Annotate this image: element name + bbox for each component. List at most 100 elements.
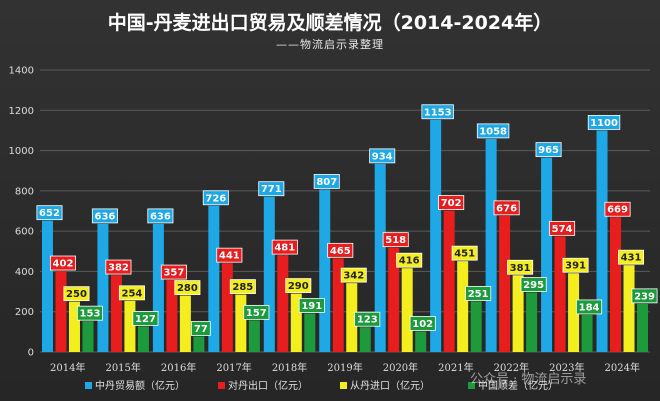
data-label-box (451, 245, 478, 261)
chart-title: 中国-丹麦进出口贸易及顺差情况（2014-2024年） (107, 12, 553, 34)
data-label: 702 (441, 198, 462, 209)
bar (221, 263, 233, 352)
data-label: 102 (412, 319, 433, 330)
data-label-box (132, 311, 159, 326)
data-label-box (340, 267, 367, 283)
data-label-box (438, 195, 465, 210)
data-label: 934 (372, 151, 393, 162)
bar (319, 189, 331, 352)
data-label-box (313, 174, 340, 189)
data-label-box (285, 278, 312, 293)
bar (248, 320, 260, 352)
data-label: 965 (538, 145, 559, 156)
bar (359, 327, 371, 352)
bar (430, 119, 442, 352)
data-label-box (105, 259, 132, 275)
data-label-box (369, 148, 396, 164)
data-label: 381 (510, 263, 531, 274)
bar (512, 275, 524, 352)
bar (499, 215, 511, 352)
data-label-box (63, 286, 90, 302)
data-label: 431 (621, 253, 642, 264)
y-tick-label: 0 (28, 348, 34, 359)
data-label: 1058 (479, 126, 507, 137)
data-label-box (298, 298, 325, 313)
bar (485, 138, 497, 352)
data-label: 280 (177, 283, 198, 294)
legend-swatch (468, 382, 475, 389)
bar (526, 292, 538, 352)
chart-subtitle: ——物流启示录整理 (276, 38, 384, 51)
bar (152, 223, 164, 352)
legend-swatch (85, 382, 92, 389)
data-label: 254 (121, 288, 142, 299)
data-label-box (216, 247, 243, 263)
bar (346, 283, 358, 352)
bar (137, 326, 149, 352)
data-label-box (147, 208, 174, 224)
bar (124, 300, 136, 352)
data-label: 127 (135, 314, 156, 325)
data-label: 726 (205, 193, 226, 204)
bar (82, 321, 94, 352)
legend-label: 从丹进口（亿元） (350, 379, 430, 392)
data-label-box (354, 311, 381, 327)
bar (581, 314, 593, 352)
x-tick-label: 2015年 (105, 361, 140, 374)
data-label-box (243, 304, 270, 320)
data-label: 1153 (424, 107, 452, 118)
bar (68, 301, 80, 352)
data-label: 416 (399, 256, 420, 267)
data-label: 123 (357, 315, 378, 326)
x-tick-label: 2014年 (50, 361, 85, 374)
data-label-box (587, 115, 621, 130)
data-label-box (258, 181, 285, 197)
x-tick-label: 2017年 (216, 361, 251, 374)
bar (568, 273, 580, 352)
data-label: 357 (163, 268, 184, 279)
data-label: 382 (108, 263, 129, 274)
data-label-box (49, 255, 76, 271)
data-label-box (396, 252, 423, 268)
bar (374, 163, 386, 352)
legend-label: 中丹贸易额（亿元） (95, 379, 185, 392)
data-label: 77 (194, 324, 208, 335)
bar (610, 217, 622, 352)
data-label: 481 (274, 243, 295, 254)
data-label-box (549, 220, 576, 236)
bar (193, 336, 205, 352)
bar (97, 223, 109, 352)
data-label: 441 (219, 251, 240, 262)
data-label-box (76, 305, 103, 321)
legend-swatch (218, 382, 225, 389)
y-tick-label: 1400 (9, 66, 34, 77)
bar (470, 301, 482, 352)
data-label: 153 (80, 309, 101, 320)
data-label-box (631, 288, 658, 304)
bar (41, 220, 53, 352)
data-label: 771 (261, 184, 282, 195)
data-label: 239 (634, 291, 655, 302)
x-tick-label: 2023年 (549, 361, 584, 374)
data-label-box (476, 123, 510, 139)
data-label: 574 (552, 224, 573, 235)
data-label-box (507, 259, 534, 275)
data-label-box (409, 316, 436, 331)
data-label: 652 (39, 208, 60, 219)
bar (179, 295, 191, 352)
data-label-box (118, 285, 145, 301)
y-tick-label: 1000 (9, 146, 34, 157)
bar (263, 196, 275, 352)
data-label-box (604, 201, 631, 217)
bar (290, 293, 302, 352)
data-label: 402 (53, 259, 74, 270)
x-tick-label: 2024年 (605, 361, 640, 374)
data-label-box (229, 279, 256, 294)
data-label: 676 (496, 203, 517, 214)
data-label: 807 (316, 177, 337, 188)
bar (596, 130, 608, 352)
bar (623, 265, 635, 352)
bar (415, 331, 427, 352)
bar (208, 205, 220, 352)
x-tick-label: 2020年 (383, 361, 418, 374)
